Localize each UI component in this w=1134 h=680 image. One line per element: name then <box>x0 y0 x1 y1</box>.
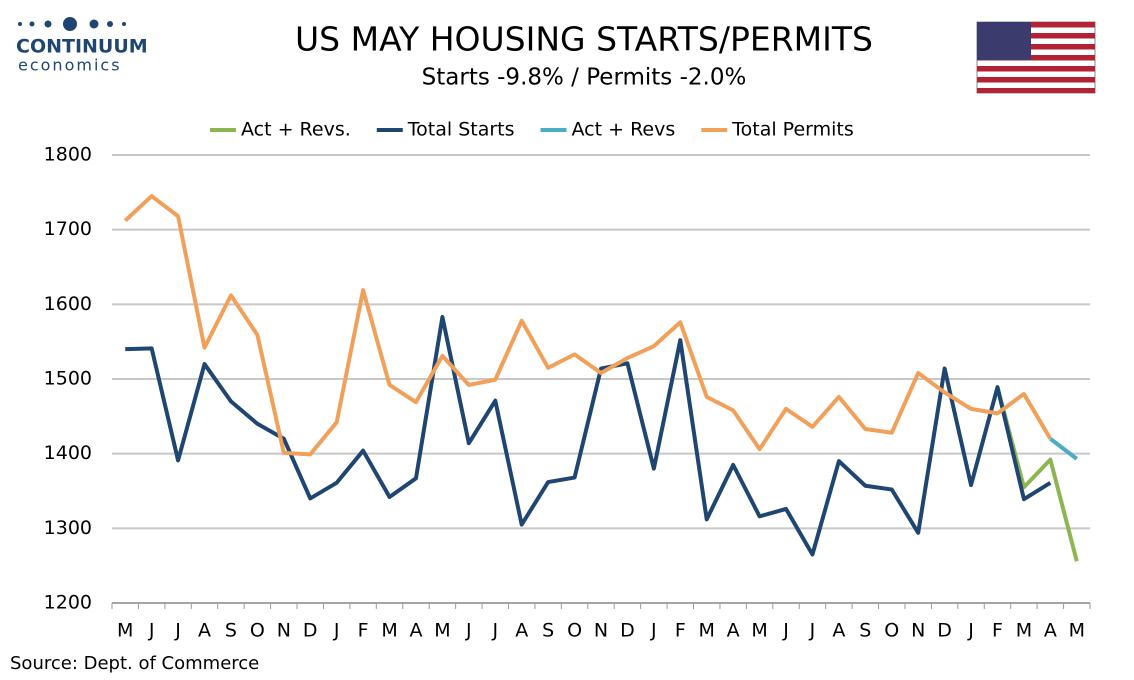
y-tick-label: 1300 <box>44 517 92 539</box>
x-tick-label: A <box>409 620 422 642</box>
x-tick-label: M <box>381 620 397 642</box>
x-tick-label: M <box>751 620 767 642</box>
logo-name: CONTINUUM <box>16 36 148 58</box>
x-tick-label: O <box>884 620 899 642</box>
x-tick-label: A <box>198 620 211 642</box>
x-tick-label: A <box>515 620 528 642</box>
logo: CONTINUUM economics <box>16 17 148 75</box>
x-tick-label: D <box>937 620 952 642</box>
x-tick-label: J <box>174 620 181 642</box>
chart-title: US MAY HOUSING STARTS/PERMITS <box>295 20 873 59</box>
x-tick-label: O <box>567 620 582 642</box>
legend-label: Total Permits <box>731 119 854 141</box>
x-tick-label: M <box>117 620 133 642</box>
series-line <box>123 194 1053 457</box>
y-tick-label: 1600 <box>44 293 92 315</box>
logo-tagline: economics <box>18 56 122 75</box>
legend-label: Act + Revs. <box>241 119 351 141</box>
x-tick-label: J <box>333 620 340 642</box>
x-tick-label: D <box>620 620 635 642</box>
series-line <box>1049 437 1078 461</box>
legend-label: Act + Revs <box>572 119 676 141</box>
x-tick-label: S <box>542 620 554 642</box>
x-tick-label: A <box>832 620 845 642</box>
y-tick-label: 1500 <box>44 368 92 390</box>
legend-label: Total Starts <box>407 119 515 141</box>
x-tick-label: J <box>465 620 472 642</box>
y-tick-label: 1700 <box>44 218 92 240</box>
x-tick-label: F <box>358 620 369 642</box>
x-tick-label: M <box>434 620 450 642</box>
x-tick-label: J <box>491 620 498 642</box>
x-tick-label: J <box>148 620 155 642</box>
x-tick-label: J <box>809 620 816 642</box>
x-tick-label: S <box>859 620 871 642</box>
x-tick-label: N <box>911 620 925 642</box>
x-tick-label: M <box>1069 620 1085 642</box>
flag <box>976 21 1096 94</box>
x-tick-label: O <box>250 620 265 642</box>
x-tick-label: J <box>967 620 974 642</box>
source: Source: Dept. of Commerce <box>10 653 259 674</box>
x-tick-label: M <box>699 620 715 642</box>
chart-subtitle: Starts -9.8% / Permits -2.0% <box>422 65 747 91</box>
x-tick-label: A <box>727 620 740 642</box>
x-tick-label: A <box>1044 620 1057 642</box>
x-tick-label: N <box>277 620 291 642</box>
x-tick-label: F <box>992 620 1003 642</box>
x-tick-label: J <box>782 620 789 642</box>
x-tick-label: F <box>675 620 686 642</box>
y-tick-label: 1400 <box>44 442 92 464</box>
x-tick-label: J <box>650 620 657 642</box>
x-tick-label: M <box>1016 620 1032 642</box>
x-tick-label: N <box>594 620 608 642</box>
y-tick-label: 1200 <box>44 592 92 614</box>
series-line <box>125 315 1052 557</box>
y-tick-label: 1800 <box>44 144 92 166</box>
x-tick-label: D <box>303 620 318 642</box>
x-tick-label: S <box>225 620 237 642</box>
